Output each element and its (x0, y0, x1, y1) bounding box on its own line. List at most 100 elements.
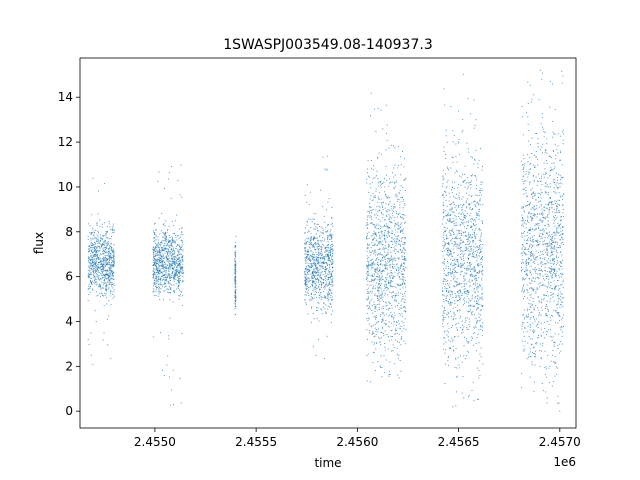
data-point (331, 244, 333, 246)
data-point (106, 285, 108, 287)
data-point (468, 194, 470, 196)
data-point (474, 236, 476, 238)
data-point (317, 242, 319, 244)
data-point (451, 230, 453, 232)
data-point (381, 231, 383, 233)
data-point (305, 277, 307, 279)
data-point (545, 277, 547, 279)
data-point (304, 249, 306, 251)
data-point (368, 211, 370, 213)
data-point (533, 180, 535, 182)
data-point (382, 254, 384, 256)
data-point (388, 280, 390, 282)
data-point (455, 260, 457, 262)
data-point (374, 324, 376, 326)
data-point (377, 201, 379, 203)
data-point (161, 260, 163, 262)
data-point (307, 254, 309, 256)
data-point (176, 268, 178, 270)
data-point (156, 267, 158, 269)
data-point (176, 239, 178, 241)
data-point (402, 282, 404, 284)
data-point (369, 206, 371, 208)
data-point (180, 270, 182, 272)
data-point (368, 330, 370, 332)
data-point (398, 193, 400, 195)
data-point (551, 268, 553, 270)
data-point (173, 267, 175, 269)
data-point (90, 271, 92, 273)
data-point (537, 323, 539, 325)
data-point (324, 266, 326, 268)
data-point (477, 264, 479, 266)
data-point (379, 181, 381, 183)
data-point (309, 241, 311, 243)
data-point (153, 290, 155, 292)
data-point (386, 225, 388, 227)
data-point (454, 269, 456, 271)
data-point (397, 198, 399, 200)
data-point (165, 267, 167, 269)
data-point (460, 219, 462, 221)
data-point (376, 263, 378, 265)
data-point (397, 284, 399, 286)
data-point (466, 327, 468, 329)
data-point (386, 139, 388, 141)
data-point (522, 261, 524, 263)
data-point (234, 278, 236, 280)
data-point (323, 279, 325, 281)
data-point (462, 251, 464, 253)
data-point (478, 228, 480, 230)
data-point (306, 283, 308, 285)
data-point (398, 240, 400, 242)
data-point (448, 220, 450, 222)
data-point (390, 221, 392, 223)
data-point (391, 304, 393, 306)
data-point (97, 286, 99, 288)
data-point (96, 222, 98, 224)
data-point (456, 281, 457, 283)
data-point (381, 307, 383, 309)
data-point (234, 282, 236, 284)
data-point (464, 165, 466, 167)
data-point (390, 258, 392, 260)
data-point (384, 224, 386, 226)
data-point (100, 269, 102, 271)
data-point (384, 256, 386, 258)
data-point (159, 265, 161, 267)
data-point (382, 217, 384, 219)
data-point (153, 288, 155, 290)
data-point (392, 286, 394, 288)
data-point (170, 268, 172, 270)
data-point (311, 266, 313, 268)
data-point (401, 278, 403, 280)
data-point (107, 242, 109, 244)
data-point (177, 269, 179, 271)
data-point (405, 259, 407, 261)
data-point (469, 208, 471, 210)
data-point (405, 189, 407, 191)
data-point (530, 255, 532, 257)
data-point (173, 240, 175, 242)
data-point (366, 225, 368, 227)
data-point (474, 225, 476, 227)
data-point (235, 275, 237, 277)
data-point (167, 276, 169, 278)
data-point (168, 271, 170, 273)
data-point (94, 247, 96, 249)
data-point (370, 259, 372, 261)
data-point (94, 267, 96, 269)
data-point (172, 268, 174, 270)
data-point (378, 279, 380, 281)
data-point (88, 274, 90, 276)
data-point (404, 295, 406, 297)
data-point (105, 285, 107, 287)
data-point (479, 190, 481, 192)
data-point (375, 234, 377, 236)
data-point (162, 255, 164, 257)
data-point (371, 263, 373, 265)
data-point (313, 246, 315, 248)
data-point (447, 237, 449, 239)
data-point (310, 232, 312, 234)
